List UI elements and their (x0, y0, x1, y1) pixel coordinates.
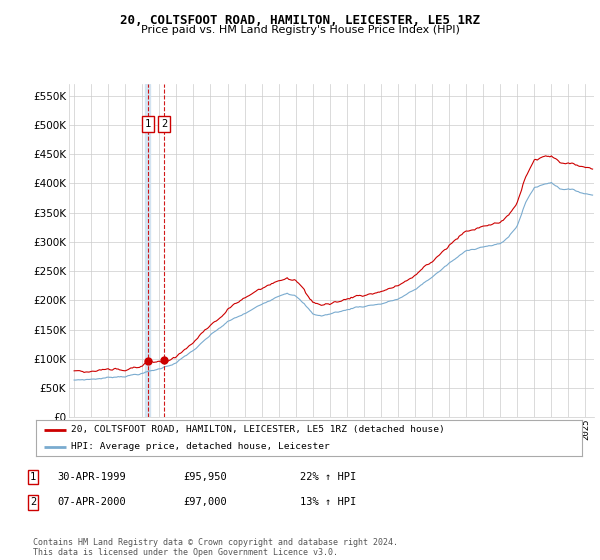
Text: 2: 2 (30, 497, 36, 507)
Text: HPI: Average price, detached house, Leicester: HPI: Average price, detached house, Leic… (71, 442, 330, 451)
Text: 20, COLTSFOOT ROAD, HAMILTON, LEICESTER, LE5 1RZ: 20, COLTSFOOT ROAD, HAMILTON, LEICESTER,… (120, 14, 480, 27)
Text: 13% ↑ HPI: 13% ↑ HPI (300, 497, 356, 507)
Text: £97,000: £97,000 (183, 497, 227, 507)
Text: 07-APR-2000: 07-APR-2000 (57, 497, 126, 507)
Text: 22% ↑ HPI: 22% ↑ HPI (300, 472, 356, 482)
Text: 30-APR-1999: 30-APR-1999 (57, 472, 126, 482)
Bar (145, 84, 151, 417)
Text: 20, COLTSFOOT ROAD, HAMILTON, LEICESTER, LE5 1RZ (detached house): 20, COLTSFOOT ROAD, HAMILTON, LEICESTER,… (71, 426, 445, 435)
Text: 1: 1 (145, 119, 151, 129)
Text: £95,950: £95,950 (183, 472, 227, 482)
Text: Contains HM Land Registry data © Crown copyright and database right 2024.
This d: Contains HM Land Registry data © Crown c… (33, 538, 398, 557)
Text: Price paid vs. HM Land Registry's House Price Index (HPI): Price paid vs. HM Land Registry's House … (140, 25, 460, 35)
Text: 1: 1 (30, 472, 36, 482)
Text: 2: 2 (161, 119, 167, 129)
